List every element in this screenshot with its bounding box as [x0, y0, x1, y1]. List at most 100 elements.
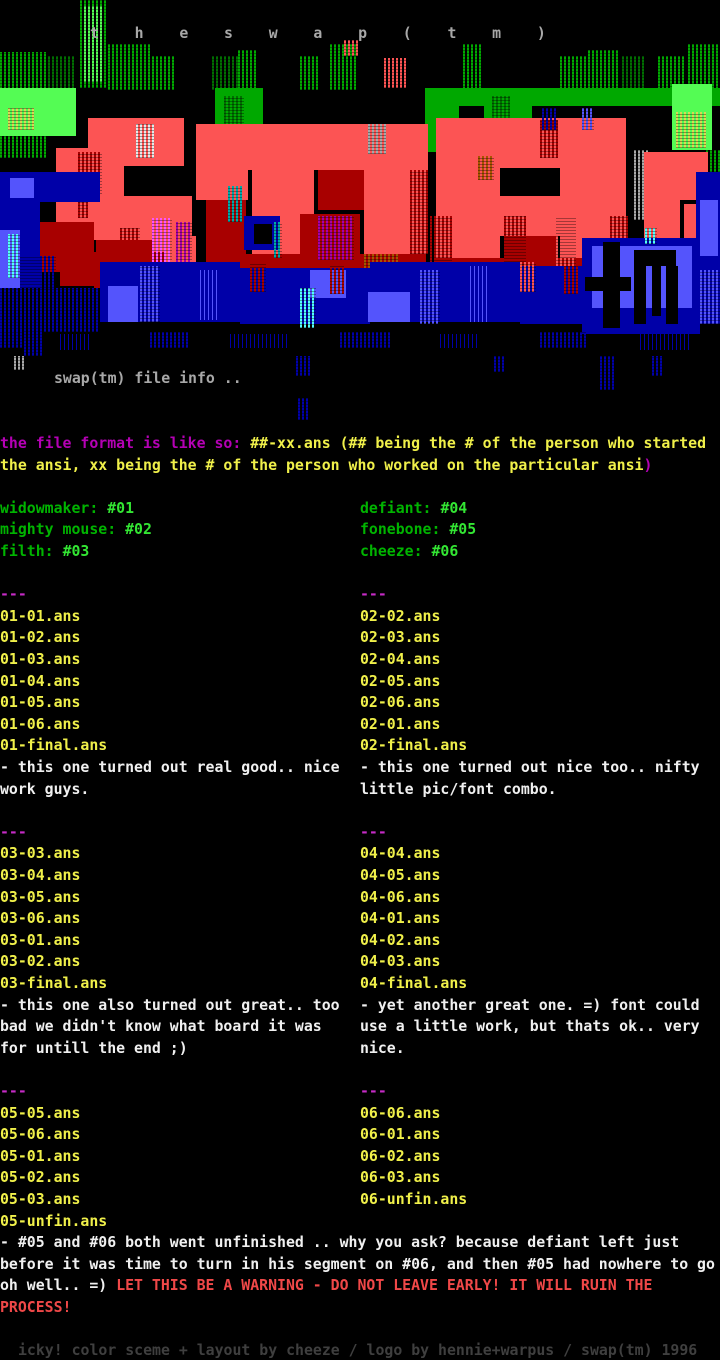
logo-block	[330, 266, 344, 294]
logo-block	[318, 216, 354, 260]
logo-block	[228, 186, 242, 222]
file-name: 01-02.ans	[0, 626, 80, 648]
intro-line: the ansi, xx being the # of the person w…	[0, 454, 652, 476]
file-name: 06-unfin.ans	[360, 1188, 467, 1210]
logo-block	[212, 56, 238, 90]
logo-block	[300, 288, 316, 328]
text-segment: ---	[0, 585, 27, 604]
text-segment: ---	[0, 822, 27, 841]
text-segment: 04-01.ans	[360, 909, 441, 928]
file-name: 05-02.ans	[0, 1166, 80, 1188]
text-segment: 06-01.ans	[360, 1125, 441, 1144]
file-name: 06-03.ans	[360, 1166, 440, 1188]
logo-block	[254, 224, 272, 244]
logo-block	[200, 270, 218, 320]
logo-block	[340, 332, 390, 348]
text-segment: #01	[107, 498, 135, 517]
text-segment: 01-04.ans	[0, 671, 81, 690]
warning-line: before it was time to turn in his segmen…	[0, 1253, 715, 1275]
description-line: nice.	[360, 1037, 405, 1059]
member-entry: defiant: #04	[360, 497, 467, 519]
text-segment: 06-03.ans	[360, 1168, 441, 1187]
logo-block	[600, 356, 614, 390]
text-segment: - this one turned out nice too.. nifty	[360, 758, 700, 776]
logo-block	[585, 277, 631, 291]
file-name: 03-03.ans	[0, 842, 80, 864]
logo-block	[640, 334, 690, 350]
file-name: 03-01.ans	[0, 929, 80, 951]
text-segment: 01-03.ans	[0, 650, 81, 668]
member-entry: fonebone: #05	[360, 518, 476, 540]
credits-line: icky! color sceme + layout by cheeze / l…	[18, 1341, 698, 1360]
text-segment: 02-06.ans	[360, 693, 441, 712]
member-entry: cheeze: #06	[360, 540, 458, 562]
text-segment: 03-05.ans	[0, 887, 81, 906]
text-segment: mighty mouse:	[0, 520, 126, 539]
logo-block	[140, 266, 160, 322]
logo-block	[368, 124, 386, 154]
logo-block	[60, 334, 90, 350]
logo-block	[300, 56, 320, 90]
member-entry: filth: #03	[0, 540, 89, 562]
text-segment: #03	[62, 542, 90, 560]
logo-block	[420, 270, 440, 324]
logo-block	[520, 262, 536, 292]
file-name: 04-01.ans	[360, 907, 440, 929]
masthead-title: t h e s w a p ( t m )	[90, 23, 546, 42]
logo-block	[150, 332, 190, 348]
text-segment: PROCESS!	[0, 1298, 72, 1316]
file-name: 06-06.ans	[360, 1102, 440, 1124]
text-segment: the file format is like so:	[0, 434, 251, 452]
text-segment: #02	[125, 520, 152, 539]
text-segment: 04-04.ans	[360, 844, 441, 863]
text-segment: 03-01.ans	[0, 930, 81, 949]
file-name: 03-final.ans	[0, 972, 107, 994]
text-segment: - this one also turned out great.. too	[0, 995, 340, 1014]
file-name: 04-02.ans	[360, 929, 440, 951]
logo-block	[542, 108, 558, 130]
logo-block	[84, 6, 102, 82]
file-name: 02-02.ans	[360, 605, 440, 627]
text-segment: 01-02.ans	[0, 628, 81, 647]
file-name: 04-03.ans	[360, 950, 440, 972]
file-name: 02-05.ans	[360, 670, 440, 692]
logo-block	[152, 218, 172, 266]
logo-block	[24, 332, 44, 356]
logo-block	[296, 356, 310, 376]
logo-block	[176, 222, 192, 266]
section-divider: ---	[360, 583, 387, 605]
section-divider: ---	[0, 1080, 27, 1102]
text-segment: 02-04.ans	[360, 650, 441, 668]
logo-block	[645, 228, 657, 244]
file-name: 05-unfin.ans	[0, 1210, 107, 1232]
logo-block	[494, 356, 506, 372]
text-segment: before it was time to turn in his segmen…	[0, 1254, 715, 1273]
logo-block	[230, 334, 290, 348]
text-segment: - #05 and #06 both went unfinished .. wh…	[0, 1233, 680, 1252]
text-segment: 01-final.ans	[0, 736, 108, 755]
logo-block	[344, 40, 360, 56]
logo-block	[10, 178, 34, 198]
logo-block	[676, 112, 706, 148]
text-segment: 04-02.ans	[360, 930, 441, 949]
text-segment: ---	[360, 822, 387, 841]
logo-block	[0, 136, 48, 158]
file-name: 02-01.ans	[360, 713, 440, 735]
text-segment: 01-01.ans	[0, 606, 81, 625]
description-line: - this one turned out real good.. nice	[0, 756, 340, 778]
text-segment: use a little work, but thats ok.. very	[360, 1017, 700, 1036]
logo-block	[652, 266, 661, 316]
file-name: 01-03.ans	[0, 648, 80, 670]
logo-block	[298, 398, 310, 420]
text-segment: 01-06.ans	[0, 714, 81, 733]
logo-block	[622, 56, 646, 90]
logo-block	[436, 118, 626, 168]
logo-block	[634, 250, 676, 266]
logo-block	[430, 216, 452, 276]
text-segment: #04	[440, 498, 468, 517]
logo-block	[8, 234, 20, 278]
description-line: little pic/font combo.	[360, 778, 557, 800]
text-segment: ---	[360, 585, 387, 604]
file-name: 06-02.ans	[360, 1145, 440, 1167]
text-segment: 05-01.ans	[0, 1146, 81, 1165]
